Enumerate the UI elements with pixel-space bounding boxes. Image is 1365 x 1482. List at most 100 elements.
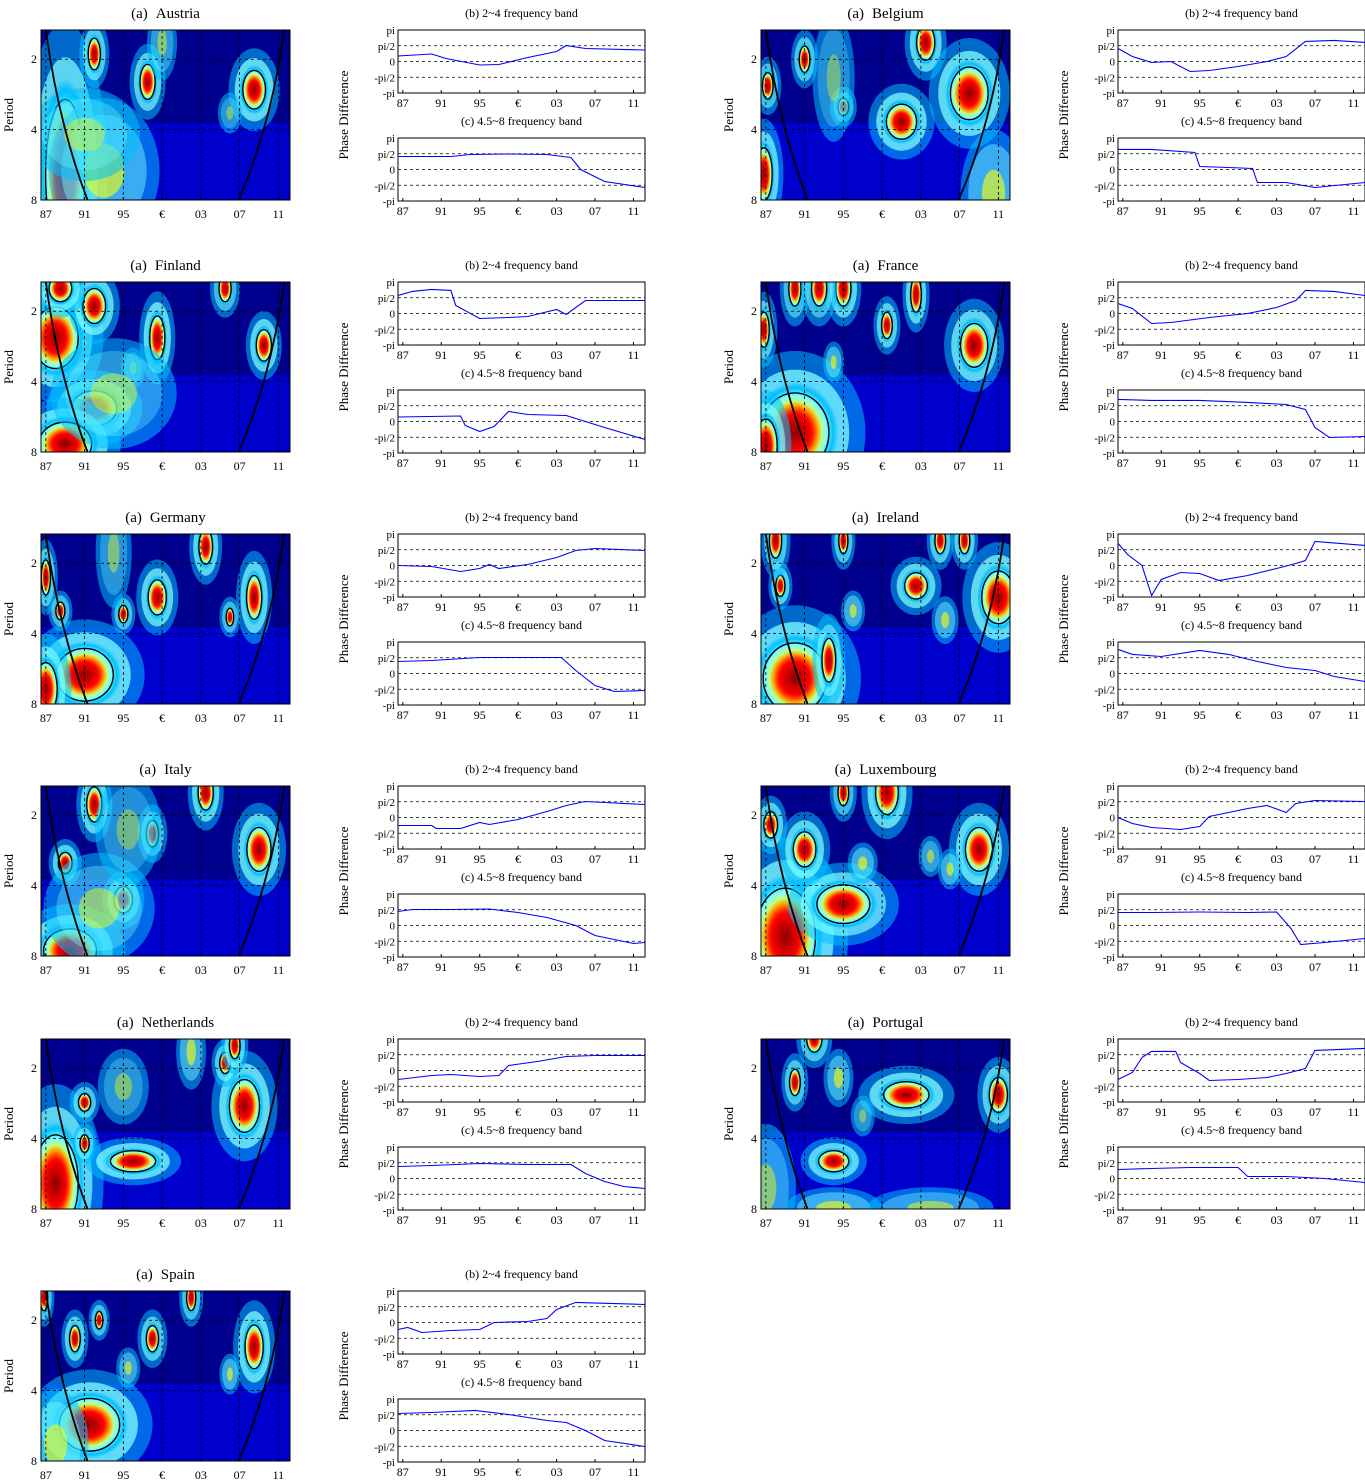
cone-of-influence-right	[237, 534, 286, 704]
x-tick-label: 95	[1194, 1213, 1206, 1227]
phase-tick-label: pi	[1106, 133, 1115, 145]
x-tick-label: 91	[1155, 600, 1167, 614]
x-tick-label: 07	[589, 1357, 601, 1371]
x-tick-label: 91	[799, 207, 811, 221]
cone-of-influence-right	[957, 282, 1006, 452]
x-tick-label: 07	[1309, 960, 1321, 974]
phase-tick-label: -pi	[383, 1349, 395, 1361]
power-warm-spot	[907, 1200, 954, 1209]
country-panel-france: (a) France 2 4 8 Period 87 91 95 €03 07 11 (b) 2~4 f…	[721, 258, 1365, 473]
x-tick-label: 95	[117, 1468, 129, 1482]
band-c-title: (c) 4.5~8 frequency band	[461, 870, 582, 884]
x-tick-label: 03	[1271, 600, 1283, 614]
phase-tick-label: -pi/2	[1094, 576, 1115, 588]
x-tick-label: 11	[1348, 348, 1360, 362]
cone-of-influence-right	[957, 786, 1006, 956]
x-tick-label: 95	[117, 1216, 129, 1230]
power-warm-spot	[981, 169, 1006, 200]
phase-tick-label: 0	[1110, 669, 1116, 681]
phase-axis-label: Phase Difference	[336, 826, 351, 915]
x-tick-label: €	[879, 207, 885, 221]
wavelet-power-map	[761, 282, 1010, 452]
period-tick-label: 8	[31, 445, 37, 459]
power-warm-spot	[830, 355, 837, 369]
phase-tick-label: pi	[386, 385, 395, 397]
significance-contour	[228, 1078, 261, 1134]
x-tick-label: 03	[915, 711, 927, 725]
period-tick-label: 8	[31, 1202, 37, 1216]
x-tick-label: 95	[1194, 600, 1206, 614]
period-axis-label: Period	[721, 602, 736, 636]
phase-tick-label: 0	[1110, 165, 1116, 177]
cone-of-influence-left	[44, 282, 89, 452]
x-tick-label: €	[1235, 600, 1241, 614]
power-warm-spot	[816, 1200, 852, 1209]
phase-tick-label: -pi/2	[374, 1441, 395, 1453]
x-tick-label: 11	[1348, 852, 1360, 866]
x-tick-label: 87	[760, 207, 772, 221]
phase-tick-label: -pi	[1103, 196, 1115, 208]
x-tick-label: 87	[1117, 960, 1129, 974]
period-tick-label: 8	[31, 949, 37, 963]
period-tick-label: 4	[31, 627, 37, 641]
power-core	[246, 1329, 262, 1365]
x-tick-label: 07	[234, 1468, 246, 1482]
x-tick-label: 91	[1155, 852, 1167, 866]
phase-tick-label: pi	[386, 25, 395, 37]
phase-series-line	[398, 800, 645, 830]
power-warm-spot	[107, 534, 120, 573]
phase-tick-label: -pi	[383, 700, 395, 712]
phase-tick-label: pi/2	[1098, 1050, 1115, 1062]
power-core	[882, 314, 892, 336]
phase-tick-label: pi	[1106, 385, 1115, 397]
x-tick-label: 11	[1348, 96, 1360, 110]
band-b-title: (b) 2~4 frequency band	[465, 762, 578, 776]
cone-of-influence-left	[44, 1291, 89, 1461]
x-tick-label: 11	[1348, 1213, 1360, 1227]
significance-contour	[882, 1080, 930, 1109]
x-tick-label: 87	[40, 711, 52, 725]
power-core	[232, 1085, 257, 1127]
cone-of-influence-left	[764, 786, 809, 956]
country-panel-austria: (a) Austria 2 4 8 Period 87 91 95 €03 07 11 (b) 2~4 …	[1, 6, 646, 221]
period-tick-label: 4	[31, 123, 37, 137]
x-tick-label: 87	[1117, 204, 1129, 218]
phase-series-line	[1118, 1166, 1365, 1184]
country-name: Belgium	[872, 6, 924, 22]
country-name: Italy	[164, 762, 192, 778]
x-tick-label: 91	[799, 1216, 811, 1230]
significance-contour	[885, 103, 918, 140]
phase-plot-frame	[1117, 281, 1365, 346]
power-ring	[220, 97, 239, 129]
x-tick-label: 87	[40, 963, 52, 977]
phase-tick-label: pi/2	[378, 41, 395, 53]
period-tick-label: 2	[751, 52, 757, 66]
x-tick-label: 11	[628, 348, 640, 362]
phase-tick-label: pi/2	[378, 401, 395, 413]
power-core	[968, 831, 990, 867]
country-panels: (a) Austria 2 4 8 Period 87 91 95 €03 07 11 (b) 2~4 …	[1, 6, 1365, 1482]
phase-tick-label: pi/2	[1098, 401, 1115, 413]
cone-of-influence-left	[44, 786, 89, 956]
phase-tick-label: -pi/2	[1094, 432, 1115, 444]
x-tick-label: 03	[551, 708, 563, 722]
power-core	[769, 650, 821, 704]
cone-of-influence-right	[237, 1039, 286, 1209]
wavelet-title: (a) Ireland	[852, 510, 920, 526]
phase-tick-label: 0	[390, 1174, 396, 1186]
phase-series-line	[398, 1409, 645, 1448]
power-ring	[103, 1057, 143, 1116]
significance-contour	[118, 604, 129, 624]
x-tick-label: 87	[760, 963, 772, 977]
period-axis-label: Period	[1, 1107, 16, 1141]
period-tick-label: 4	[751, 1132, 757, 1146]
phase-series-line	[1118, 911, 1365, 946]
phase-tick-label: -pi/2	[374, 432, 395, 444]
x-tick-label: 11	[628, 1213, 640, 1227]
phase-tick-label: 0	[390, 57, 396, 69]
x-tick-label: 91	[79, 459, 91, 473]
x-tick-label: 91	[435, 600, 447, 614]
phase-tick-label: pi	[1106, 529, 1115, 541]
significance-contour	[810, 282, 828, 307]
phase-series-line	[1118, 799, 1365, 831]
